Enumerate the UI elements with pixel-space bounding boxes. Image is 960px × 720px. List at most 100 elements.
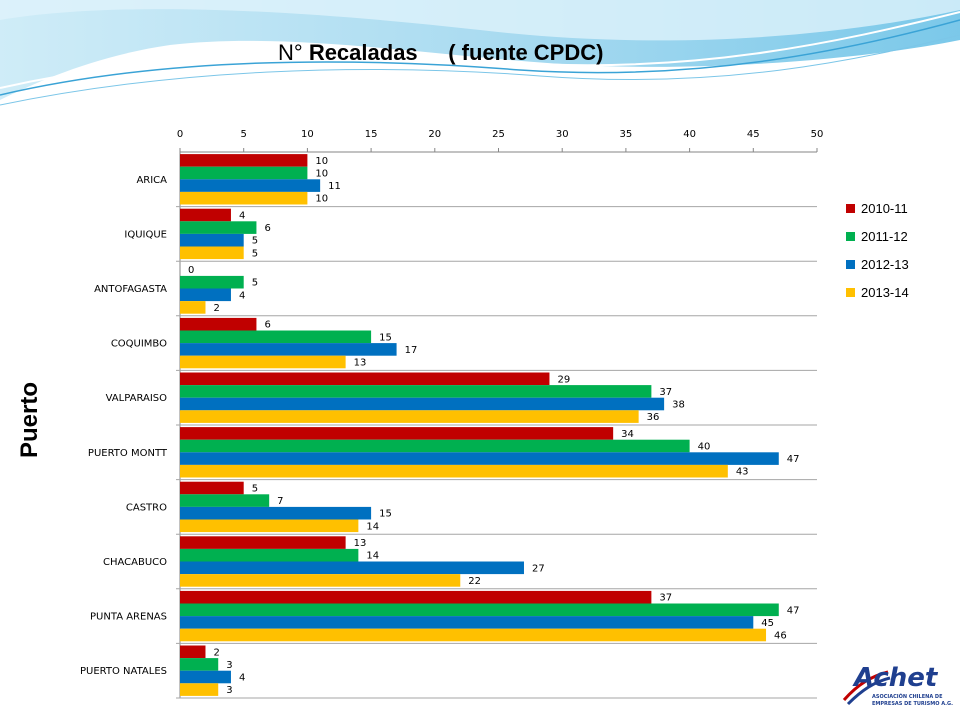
legend-item: 2012-13 <box>846 250 909 278</box>
category-label: PUNTA ARENAS <box>90 612 167 623</box>
category-label: CASTRO <box>126 502 167 513</box>
data-label: 13 <box>354 358 367 369</box>
x-tick-label: 5 <box>241 129 247 140</box>
x-tick-label: 50 <box>811 129 824 140</box>
bar <box>180 179 321 192</box>
data-label: 47 <box>787 605 800 616</box>
bar <box>180 452 779 465</box>
bar <box>180 683 219 696</box>
category-label: IQUIQUE <box>124 229 167 240</box>
x-tick-label: 10 <box>301 129 314 140</box>
bar <box>180 330 372 344</box>
data-label: 10 <box>315 156 328 167</box>
bar <box>180 519 359 533</box>
data-label: 10 <box>315 194 328 205</box>
bar <box>180 506 372 520</box>
bar <box>180 233 244 247</box>
category-label: PUERTO MONTT <box>88 448 168 459</box>
title-prefix: N° <box>278 40 309 65</box>
data-label: 4 <box>239 673 245 684</box>
bar <box>180 616 754 629</box>
data-label: 4 <box>239 290 245 301</box>
bar <box>180 372 550 386</box>
bar <box>180 397 665 411</box>
data-label: 5 <box>252 484 258 495</box>
category-label: PUERTO NATALES <box>80 666 167 677</box>
legend-item: 2010-11 <box>846 194 909 222</box>
legend-label: 2010-11 <box>861 200 908 216</box>
legend-item: 2013-14 <box>846 278 909 306</box>
data-label: 43 <box>736 467 749 478</box>
bar <box>180 603 779 617</box>
x-tick-label: 20 <box>428 129 441 140</box>
bar <box>180 536 346 549</box>
data-label: 5 <box>252 248 258 259</box>
bar <box>180 628 767 642</box>
data-label: 47 <box>787 454 800 465</box>
bar <box>180 494 270 507</box>
data-label: 15 <box>379 332 392 343</box>
bar <box>180 574 461 587</box>
data-label: 0 <box>188 265 194 276</box>
data-label: 40 <box>698 442 711 453</box>
data-label: 17 <box>405 345 418 356</box>
data-label: 37 <box>659 387 672 398</box>
data-label: 14 <box>366 551 379 562</box>
bar <box>180 275 244 289</box>
data-label: 14 <box>366 521 379 532</box>
category-label: ANTOFAGASTA <box>94 284 167 295</box>
data-label: 15 <box>379 509 392 520</box>
bar <box>180 481 244 495</box>
bar <box>180 154 308 167</box>
legend-swatch <box>846 231 855 241</box>
bar <box>180 208 231 222</box>
x-tick-label: 45 <box>747 129 760 140</box>
x-tick-label: 40 <box>683 129 696 140</box>
x-tick-label: 35 <box>620 129 633 140</box>
title-source: ( fuente CPDC) <box>448 40 604 65</box>
bar <box>180 590 652 604</box>
category-label: ARICA <box>136 175 167 186</box>
category-label: CHACABUCO <box>103 557 167 568</box>
data-label: 2 <box>213 303 219 314</box>
legend-swatch <box>846 259 855 269</box>
bar <box>180 670 231 684</box>
bar <box>180 561 524 575</box>
data-label: 36 <box>647 412 660 423</box>
data-label: 7 <box>277 496 283 507</box>
legend-label: 2013-14 <box>861 284 909 300</box>
category-label: COQUIMBO <box>111 339 167 350</box>
x-tick-label: 30 <box>556 129 569 140</box>
bar <box>180 301 206 314</box>
logo-wordmark: Achet <box>852 663 939 693</box>
bar <box>180 548 359 562</box>
data-label: 4 <box>239 211 245 222</box>
bar <box>180 427 614 440</box>
bar <box>180 191 308 205</box>
x-tick-label: 0 <box>177 129 183 140</box>
data-label: 38 <box>672 400 685 411</box>
data-label: 2 <box>213 647 219 658</box>
bar <box>180 658 219 671</box>
bar <box>180 166 308 180</box>
legend-label: 2011-12 <box>861 228 908 244</box>
data-label: 6 <box>264 320 270 331</box>
data-label: 3 <box>226 660 232 671</box>
logo-subtext-2: EMPRESAS DE TURISMO A.G. <box>872 701 953 707</box>
data-label: 46 <box>774 631 787 642</box>
logo-subtext-1: ASOCIACIÓN CHILENA DE <box>872 693 943 700</box>
x-tick-label: 25 <box>492 129 505 140</box>
legend-item: 2011-12 <box>846 222 909 250</box>
bar <box>180 439 690 453</box>
bar <box>180 343 397 356</box>
data-label: 45 <box>761 618 774 629</box>
data-label: 34 <box>621 429 634 440</box>
bar <box>180 645 206 659</box>
chart-title: N° Recaladas ( fuente CPDC) <box>278 40 603 66</box>
legend-swatch <box>846 203 855 213</box>
data-label: 6 <box>264 223 270 234</box>
category-label: VALPARAISO <box>106 393 168 404</box>
legend-swatch <box>846 287 855 297</box>
